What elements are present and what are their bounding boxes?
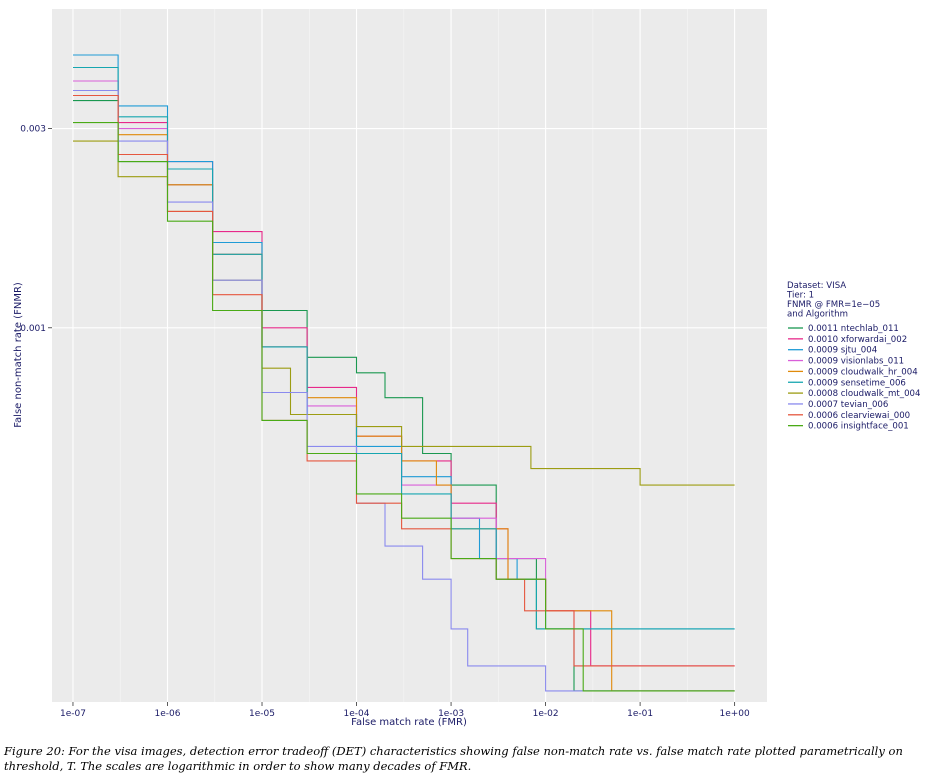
legend-entry-label: 0.0007 tevian_006	[808, 400, 888, 410]
x-axis-label: False match rate (FMR)	[351, 717, 467, 728]
legend-entry-label: 0.0011 ntechlab_011	[808, 324, 899, 334]
y-tick-label: 0.001	[20, 324, 46, 334]
legend-entry-label: 0.0006 insightface_001	[808, 422, 909, 432]
legend-title-line: Tier: 1	[786, 291, 814, 301]
legend-entry-label: 0.0009 sjtu_004	[808, 346, 877, 356]
x-tick-label: 1e-06	[155, 709, 181, 719]
legend-entry-label: 0.0006 clearviewai_000	[808, 411, 910, 421]
plot-panel	[52, 9, 767, 702]
x-tick-label: 1e-05	[249, 709, 275, 719]
y-axis-ticks: 0.001 0.003	[20, 125, 52, 334]
y-axis-label: False non-match rate (FNMR)	[13, 282, 24, 428]
det-curve-insightface_001	[73, 122, 735, 692]
x-axis-ticks: 1e-07 1e-06 1e-05 1e-04 1e-03 1e-02 1e-01 1e+00	[60, 702, 750, 719]
legend-title-line: Dataset: VISA	[787, 281, 846, 291]
legend-title-line: and Algorithm	[787, 310, 848, 320]
x-tick-label: 1e-01	[627, 709, 653, 719]
x-tick-label: 1e-07	[60, 709, 86, 719]
legend-entry-label: 0.0009 visionlabs_011	[808, 357, 904, 367]
legend-entry-label: 0.0009 sensetime_006	[808, 378, 906, 388]
x-tick-label: 1e+00	[720, 709, 751, 719]
legend-entry-label: 0.0010 xforwardai_002	[808, 335, 907, 345]
det-curves	[73, 54, 735, 692]
det-chart: 1e-07 1e-06 1e-05 1e-04 1e-03 1e-02 1e-01 1e+00…	[13, 9, 920, 728]
x-tick-label: 1e-02	[533, 709, 559, 719]
x-tick-label: 1e-03	[438, 709, 464, 719]
y-tick-label: 0.003	[20, 125, 46, 135]
figure-caption: Figure 20: For the visa images, detectio…	[4, 744, 903, 773]
legend-entry-label: 0.0008 cloudwalk_mt_004	[808, 389, 920, 399]
legend-title-line: FNMR @ FMR=1e−05	[787, 300, 880, 310]
legend-entry-label: 0.0009 cloudwalk_hr_004	[808, 367, 918, 377]
x-tick-label: 1e-04	[344, 709, 370, 719]
